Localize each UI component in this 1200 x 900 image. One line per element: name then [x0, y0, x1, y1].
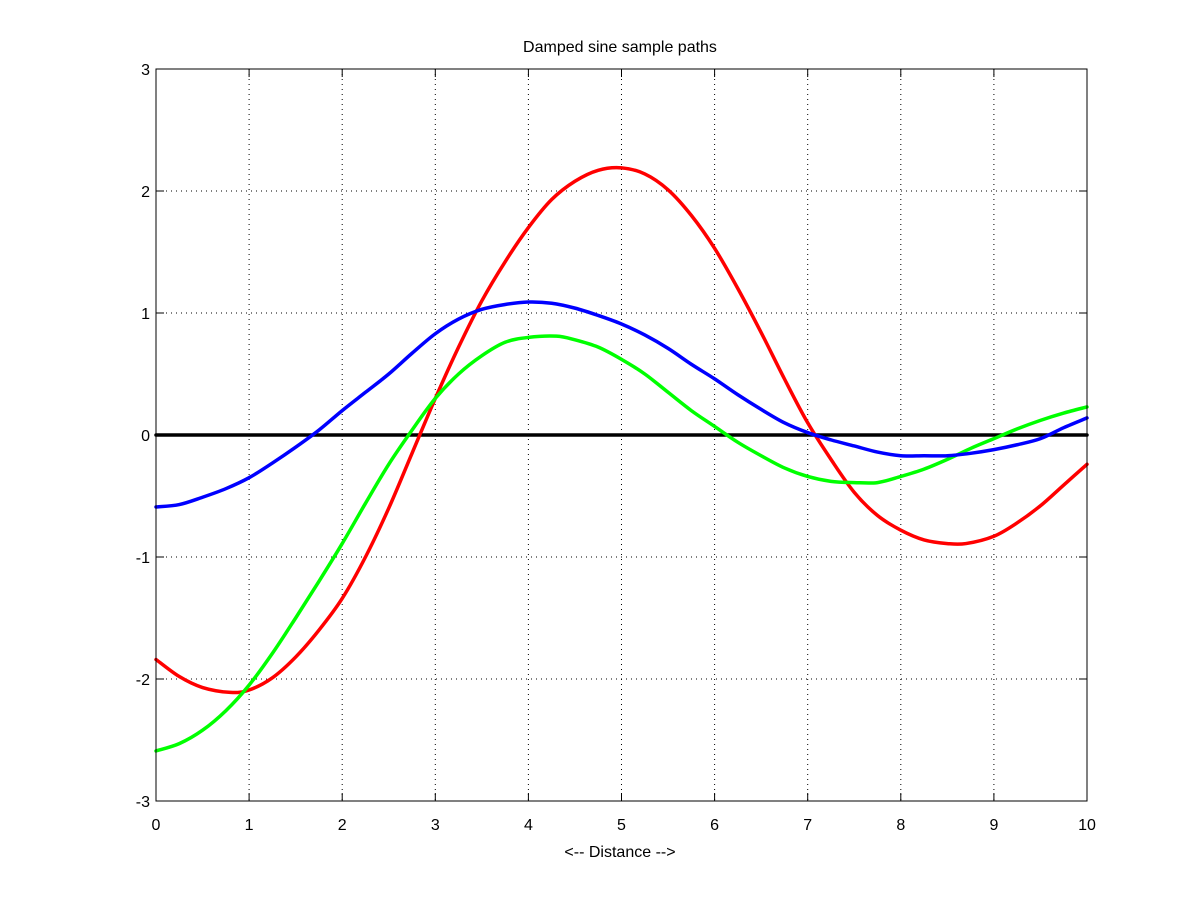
x-tick-label: 3: [431, 817, 440, 834]
y-tick-label: 1: [141, 306, 150, 323]
series-lines: [154, 165, 1089, 753]
y-tick-label: -1: [136, 550, 150, 567]
y-tick-labels: -3 -2 -1 0 1 2 3: [136, 62, 150, 811]
green-series-line: [154, 334, 1089, 753]
y-tick-label: 0: [141, 428, 150, 445]
x-tick-label: 6: [710, 817, 719, 834]
x-tick-label: 5: [617, 817, 626, 834]
x-tick-label: 2: [338, 817, 347, 834]
x-tick-label: 1: [245, 817, 254, 834]
blue-series-line: [154, 300, 1089, 509]
red-series-line: [154, 165, 1089, 695]
y-tick-label: 3: [141, 62, 150, 79]
x-tick-label: 0: [152, 817, 161, 834]
tick-marks: [155, 68, 1088, 802]
x-tick-label: 10: [1078, 817, 1096, 834]
y-tick-label: 2: [141, 184, 150, 201]
x-tick-label: 8: [896, 817, 905, 834]
x-axis-label: <-- Distance -->: [564, 844, 675, 861]
chart-title: Damped sine sample paths: [523, 39, 717, 56]
y-tick-label: -3: [136, 794, 150, 811]
x-tick-label: 4: [524, 817, 533, 834]
x-tick-labels: 0 1 2 3 4 5 6 7 8 9 10: [152, 817, 1096, 834]
x-tick-label: 9: [989, 817, 998, 834]
y-tick-label: -2: [136, 672, 150, 689]
x-tick-label: 7: [803, 817, 812, 834]
